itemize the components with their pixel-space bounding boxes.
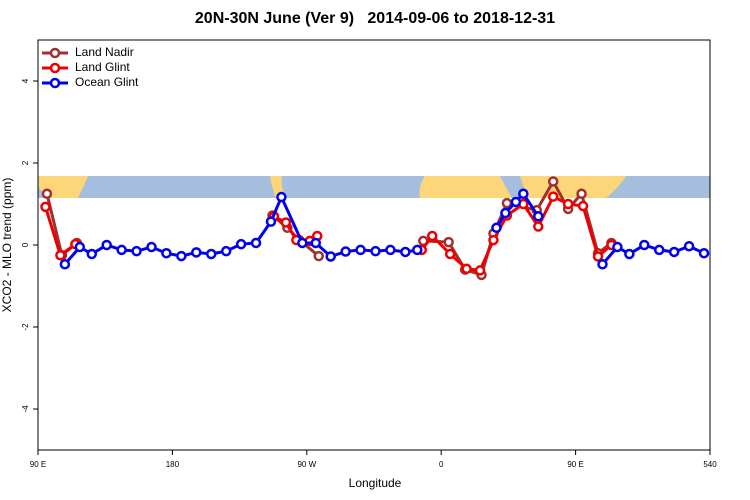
y-tick-label: 4 xyxy=(21,78,30,83)
data-point xyxy=(653,244,665,256)
data-point xyxy=(577,200,589,212)
data-point xyxy=(310,237,322,249)
data-point xyxy=(443,236,454,248)
data-point xyxy=(220,245,232,257)
data-point xyxy=(280,217,292,228)
data-point xyxy=(639,239,650,251)
chart-title: 20N-30N June (Ver 9) 2014-09-06 to 2018-… xyxy=(195,10,555,27)
data-point xyxy=(461,263,472,275)
y-tick-label: 2 xyxy=(21,160,30,165)
data-point xyxy=(276,191,287,203)
data-point xyxy=(576,188,587,199)
data-point xyxy=(146,241,157,253)
x-tick-label: 540 xyxy=(703,460,717,469)
data-point xyxy=(562,198,574,210)
legend-marker xyxy=(49,62,61,74)
land xyxy=(419,176,512,198)
data-point xyxy=(612,241,623,253)
data-point xyxy=(340,246,351,257)
data-point xyxy=(491,222,502,234)
data-point xyxy=(488,234,499,246)
x-tick-label: 90 E xyxy=(30,460,46,469)
legend-label: Land Glint xyxy=(75,60,130,74)
data-point xyxy=(501,197,513,209)
data-point xyxy=(500,207,511,219)
data-point xyxy=(547,191,559,202)
data-point xyxy=(40,201,51,213)
data-point xyxy=(426,230,438,242)
data-point xyxy=(668,246,680,258)
data-point xyxy=(533,221,544,232)
data-point xyxy=(131,245,142,257)
data-point xyxy=(297,237,308,249)
data-point xyxy=(385,244,396,256)
data-point xyxy=(265,216,277,227)
data-point xyxy=(325,251,336,262)
data-point xyxy=(624,248,635,260)
data-point xyxy=(370,245,381,257)
data-point xyxy=(116,244,127,256)
data-point xyxy=(41,188,53,199)
data-point xyxy=(592,251,604,262)
data-point xyxy=(518,188,529,199)
data-point xyxy=(59,259,71,270)
y-tick-label: 0 xyxy=(21,242,30,247)
x-axis-label: Longitude xyxy=(349,476,402,490)
legend-marker xyxy=(49,47,61,59)
data-point xyxy=(400,246,411,258)
x-tick-label: 90 E xyxy=(567,460,583,469)
data-point xyxy=(444,248,456,260)
x-tick-label: 0 xyxy=(439,460,444,469)
data-point xyxy=(235,238,247,250)
data-point xyxy=(412,244,423,256)
data-point xyxy=(474,265,486,276)
y-tick-label: -2 xyxy=(21,323,30,331)
data-point xyxy=(355,244,366,256)
data-point xyxy=(510,196,522,208)
data-point xyxy=(86,248,98,260)
data-point xyxy=(683,240,695,252)
data-point xyxy=(161,247,172,259)
data-point xyxy=(191,247,202,258)
data-point xyxy=(533,211,544,222)
x-tick-label: 180 xyxy=(166,460,180,469)
data-point xyxy=(250,237,262,249)
legend-label: Land Nadir xyxy=(75,45,134,59)
series-line xyxy=(63,191,705,266)
x-tick-label: 90 W xyxy=(297,460,316,469)
data-point xyxy=(55,250,66,261)
data-point xyxy=(698,247,710,259)
legend-marker xyxy=(49,77,61,89)
data-point xyxy=(101,239,112,251)
data-point xyxy=(176,250,187,262)
legend-label: Ocean Glint xyxy=(75,75,139,89)
data-point xyxy=(597,259,608,270)
y-axis-label: XCO2 - MLO trend (ppm) xyxy=(0,178,14,313)
data-point xyxy=(205,248,217,260)
data-point xyxy=(74,241,86,253)
map-band xyxy=(38,176,710,198)
data-point xyxy=(313,250,324,262)
data-point xyxy=(547,176,559,187)
y-tick-label: -4 xyxy=(21,405,30,413)
